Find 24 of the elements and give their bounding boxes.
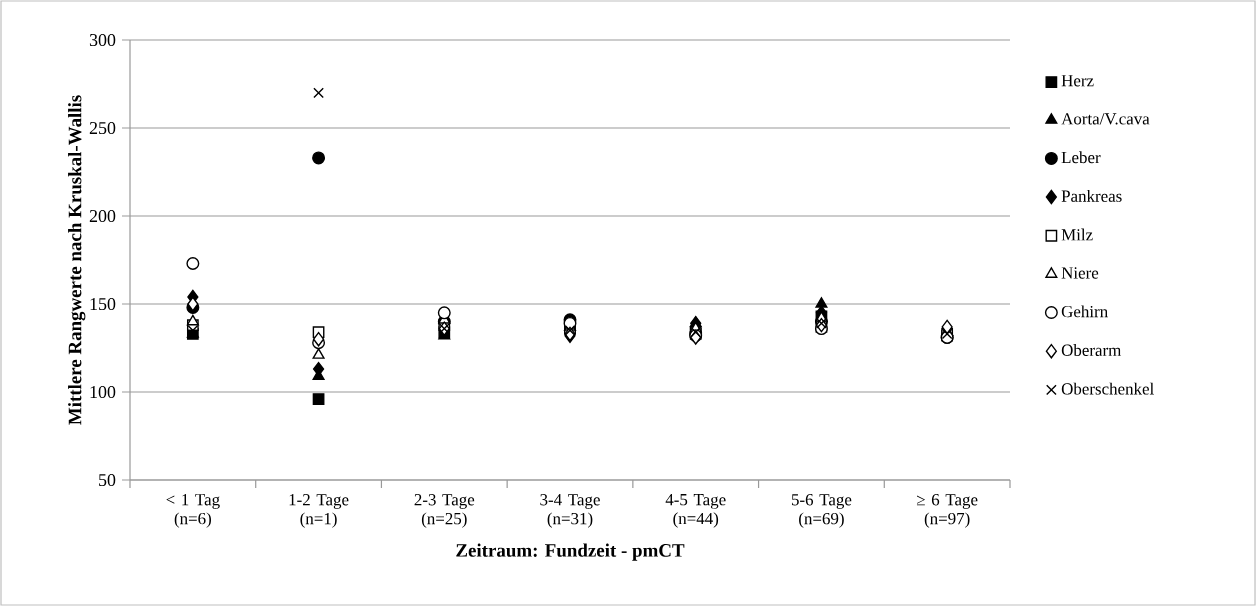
legend-label: Aorta/V.cava [1061, 113, 1150, 125]
x-tick-label: 4-5 Tage (n=44) [665, 494, 726, 528]
legend-label: Milz [1061, 228, 1093, 241]
legend-label: Leber [1061, 151, 1101, 164]
x-tick-label: 3-4 Tage (n=31) [540, 494, 600, 528]
y-tick-label: 300 [89, 33, 116, 47]
legend-label: Herz [1061, 75, 1094, 87]
x-tick-label: ≥ 6 Tage (n=97) [916, 494, 978, 528]
legend-label: Oberarm [1061, 344, 1122, 356]
y-tick-label: 200 [89, 209, 116, 223]
x-tick-label: 2-3 Tage (n=25) [414, 494, 475, 528]
x-tick-label: < 1 Tag (n=6) [166, 494, 220, 528]
x-tick-label: 1-2 Tage (n=1) [289, 494, 349, 528]
y-tick-label: 150 [90, 297, 116, 311]
y-axis-title: Mittlere Rangwerte nach Kruskal-Wallis [68, 95, 86, 425]
y-tick-label: 100 [90, 385, 116, 399]
x-axis-title: Zeitraum: Fundzeit - pmCT [456, 543, 685, 561]
y-tick-label: 50 [99, 473, 116, 487]
y-tick-label: 250 [89, 121, 116, 135]
legend-label: Pankreas [1061, 189, 1122, 202]
legend-label: Gehirn [1061, 305, 1108, 318]
legend-label: Oberschenkel [1061, 382, 1154, 395]
x-tick-label: 5-6 Tage (n=69) [791, 494, 852, 528]
legend-label: Niere [1061, 267, 1099, 279]
